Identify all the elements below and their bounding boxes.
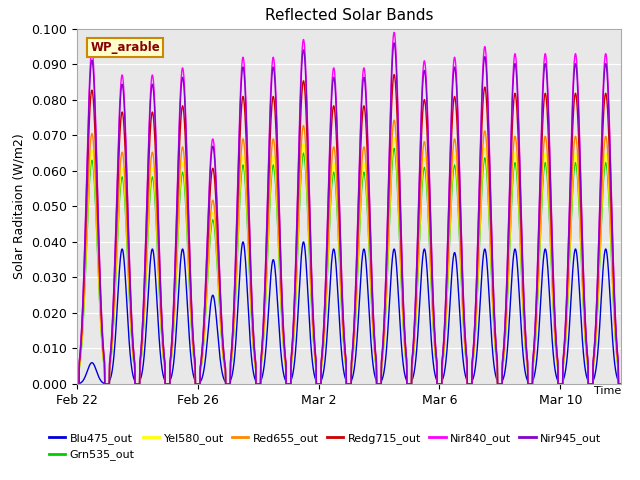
- Grn535_out: [617, 381, 625, 387]
- Yel580_out: [617, 381, 625, 387]
- Grn535_out: [73, 381, 81, 387]
- Nir840_out: [547, 180, 554, 186]
- Blu475_out: [159, 368, 166, 373]
- Red655_out: [193, 381, 201, 387]
- Nir840_out: [159, 322, 166, 328]
- Nir840_out: [617, 381, 625, 387]
- Grn535_out: [390, 145, 398, 151]
- Yel580_out: [547, 240, 554, 246]
- Redg715_out: [270, 97, 278, 103]
- Nir945_out: [617, 381, 625, 387]
- Red655_out: [617, 381, 625, 387]
- Red655_out: [390, 118, 398, 123]
- Nir945_out: [547, 186, 554, 192]
- Nir945_out: [73, 381, 81, 387]
- Nir840_out: [390, 29, 398, 35]
- Nir840_out: [125, 258, 133, 264]
- Nir840_out: [366, 209, 374, 215]
- Blu475_out: [617, 381, 625, 387]
- Blu475_out: [547, 313, 554, 319]
- Nir945_out: [193, 381, 201, 387]
- Red655_out: [270, 140, 278, 145]
- Red655_out: [547, 230, 554, 236]
- Redg715_out: [125, 272, 133, 278]
- Nir840_out: [193, 381, 201, 387]
- Nir840_out: [270, 59, 278, 65]
- Grn535_out: [547, 247, 554, 252]
- Line: Grn535_out: Grn535_out: [77, 148, 621, 384]
- Blu475_out: [73, 381, 81, 387]
- Yel580_out: [366, 261, 374, 266]
- Line: Yel580_out: Yel580_out: [77, 138, 621, 384]
- Nir945_out: [270, 69, 278, 74]
- Line: Nir945_out: Nir945_out: [77, 43, 621, 384]
- Yel580_out: [193, 381, 201, 387]
- Grn535_out: [270, 165, 278, 171]
- Nir945_out: [366, 214, 374, 220]
- Blu475_out: [125, 343, 133, 349]
- Redg715_out: [366, 229, 374, 235]
- Yel580_out: [125, 295, 133, 300]
- Title: Reflected Solar Bands: Reflected Solar Bands: [264, 9, 433, 24]
- Nir945_out: [125, 261, 133, 267]
- Y-axis label: Solar Raditaion (W/m2): Solar Raditaion (W/m2): [13, 133, 26, 279]
- Redg715_out: [617, 381, 625, 387]
- Yel580_out: [270, 156, 278, 161]
- Redg715_out: [390, 72, 398, 77]
- Grn535_out: [159, 342, 166, 348]
- Red655_out: [366, 252, 374, 258]
- Line: Redg715_out: Redg715_out: [77, 74, 621, 384]
- Line: Red655_out: Red655_out: [77, 120, 621, 384]
- Line: Blu475_out: Blu475_out: [77, 242, 621, 384]
- Blu475_out: [366, 326, 374, 332]
- Legend: Blu475_out, Grn535_out, Yel580_out, Red655_out, Redg715_out, Nir840_out, Nir945_: Blu475_out, Grn535_out, Yel580_out, Red6…: [44, 429, 606, 465]
- Redg715_out: [193, 381, 201, 387]
- Blu475_out: [271, 261, 278, 266]
- Red655_out: [159, 337, 166, 343]
- Line: Nir840_out: Nir840_out: [77, 32, 621, 384]
- Nir945_out: [390, 40, 398, 46]
- Text: WP_arable: WP_arable: [90, 41, 160, 54]
- Nir945_out: [159, 324, 166, 330]
- Red655_out: [73, 381, 81, 387]
- Redg715_out: [73, 381, 81, 387]
- Blu475_out: [239, 239, 247, 245]
- Red655_out: [125, 288, 133, 294]
- Yel580_out: [159, 340, 166, 346]
- Grn535_out: [125, 299, 133, 304]
- Text: Time: Time: [593, 386, 621, 396]
- Redg715_out: [159, 329, 166, 335]
- Grn535_out: [193, 381, 201, 387]
- Yel580_out: [390, 135, 398, 141]
- Yel580_out: [73, 381, 81, 387]
- Redg715_out: [547, 204, 554, 210]
- Blu475_out: [193, 381, 201, 387]
- Grn535_out: [366, 265, 374, 271]
- Nir840_out: [73, 381, 81, 387]
